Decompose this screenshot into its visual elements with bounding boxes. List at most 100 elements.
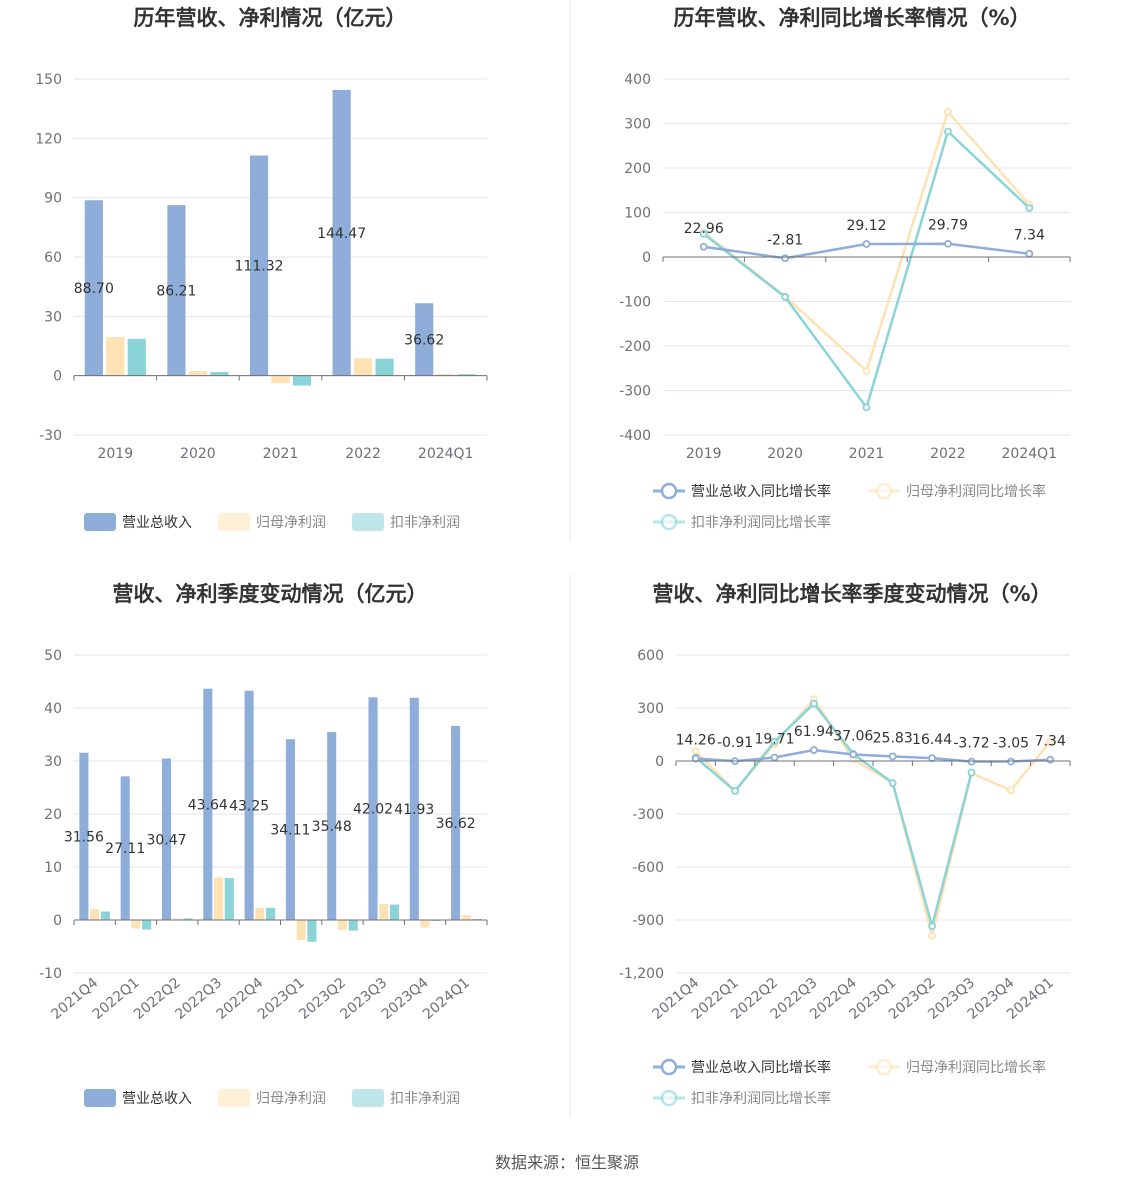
- bar-revenue[interactable]: [120, 776, 130, 920]
- bar-revenue[interactable]: [368, 697, 378, 920]
- bar-parent-profit[interactable]: [436, 373, 455, 376]
- legend-item[interactable]: 营业总收入同比增长率: [653, 482, 831, 500]
- line-point[interactable]: [862, 240, 871, 248]
- bar-revenue[interactable]: [285, 739, 295, 920]
- bar-revenue[interactable]: [249, 155, 269, 376]
- line-point[interactable]: [770, 753, 779, 762]
- line-point[interactable]: [1046, 755, 1055, 764]
- bar-parent-profit[interactable]: [255, 907, 265, 920]
- line-point[interactable]: [862, 367, 871, 375]
- y-tick-label: 0: [655, 754, 664, 770]
- legend-item[interactable]: 营业总收入同比增长率: [653, 1058, 831, 1076]
- bar-revenue[interactable]: [327, 731, 337, 920]
- bar-parent-profit[interactable]: [188, 371, 207, 376]
- line-point[interactable]: [810, 699, 818, 708]
- bar-parent-profit[interactable]: [461, 915, 471, 920]
- bar-parent-profit[interactable]: [131, 920, 141, 929]
- bar-deducted-profit[interactable]: [127, 338, 146, 376]
- y-tick-label: -900: [632, 913, 664, 929]
- line-point[interactable]: [699, 229, 708, 238]
- bar-deducted-profit[interactable]: [224, 878, 234, 920]
- legend-item[interactable]: 归母净利润同比增长率: [868, 1058, 1046, 1076]
- bar-deducted-profit[interactable]: [100, 911, 110, 920]
- bar-revenue[interactable]: [332, 89, 351, 376]
- legend-item[interactable]: 扣非净利润: [352, 1089, 460, 1107]
- bar-deducted-profit[interactable]: [292, 375, 312, 386]
- bar-deducted-profit[interactable]: [472, 918, 482, 920]
- bar-deducted-profit[interactable]: [458, 374, 477, 376]
- bar-deducted-profit[interactable]: [210, 371, 229, 376]
- legend-item[interactable]: 归母净利润: [218, 513, 326, 531]
- legend-item[interactable]: 归母净利润: [218, 1089, 326, 1107]
- bar-revenue[interactable]: [244, 690, 254, 920]
- bar-deducted-profit[interactable]: [431, 920, 441, 922]
- bar-revenue[interactable]: [84, 200, 103, 376]
- bar-revenue[interactable]: [167, 205, 186, 376]
- annual-line-chart: 历年营收、净利同比增长率情况（%） -400 -300 -200 -100 0 100 20…: [619, 6, 1071, 531]
- bar-parent-profit[interactable]: [214, 877, 224, 920]
- bar-deducted-profit[interactable]: [266, 907, 276, 920]
- bar-revenue[interactable]: [415, 303, 434, 376]
- legend-item[interactable]: 营业总收入: [84, 513, 192, 531]
- legend-item[interactable]: 扣非净利润同比增长率: [653, 513, 831, 531]
- data-label: -3.72: [953, 736, 989, 752]
- quarterly-line-gridlines: [676, 654, 1070, 974]
- line-point[interactable]: [1025, 249, 1034, 258]
- line-point[interactable]: [691, 747, 700, 756]
- annual-bar-legend[interactable]: 营业总收入 归母净利润 扣非净利润: [84, 513, 460, 531]
- bar-deducted-profit[interactable]: [307, 920, 317, 942]
- quarterly-bar-legend[interactable]: 营业总收入 归母净利润 扣非净利润: [84, 1089, 460, 1107]
- line-point[interactable]: [888, 779, 897, 787]
- line-point[interactable]: [731, 787, 739, 795]
- bar-parent-profit[interactable]: [296, 920, 306, 941]
- line-point[interactable]: [862, 403, 871, 412]
- line-point[interactable]: [888, 752, 897, 761]
- line-point[interactable]: [967, 757, 976, 766]
- line-point[interactable]: [1007, 786, 1015, 795]
- line-point[interactable]: [810, 746, 818, 754]
- line-point[interactable]: [928, 922, 936, 931]
- bar-deducted-profit[interactable]: [183, 918, 193, 920]
- bar-parent-profit[interactable]: [420, 920, 430, 928]
- bar-parent-profit[interactable]: [106, 337, 125, 376]
- bar-deducted-profit[interactable]: [142, 920, 152, 930]
- line-point[interactable]: [944, 127, 952, 136]
- line-point[interactable]: [770, 737, 779, 746]
- bar-parent-profit[interactable]: [354, 358, 373, 376]
- legend-item[interactable]: 营业总收入: [84, 1089, 192, 1107]
- line-point[interactable]: [944, 239, 952, 248]
- bar-revenue[interactable]: [161, 758, 172, 920]
- line-point[interactable]: [699, 242, 708, 251]
- line-point[interactable]: [781, 293, 789, 301]
- line-revenue-growth: [695, 748, 1051, 763]
- bar-deducted-profit[interactable]: [348, 920, 358, 931]
- bar-parent-profit[interactable]: [271, 375, 290, 384]
- bar-revenue[interactable]: [203, 688, 213, 920]
- bar-revenue[interactable]: [79, 752, 89, 920]
- bar-parent-profit[interactable]: [337, 920, 347, 931]
- bar-revenue[interactable]: [409, 697, 419, 920]
- y-tick-label: -10: [39, 966, 62, 982]
- line-point[interactable]: [967, 768, 976, 777]
- bar-parent-profit[interactable]: [90, 908, 100, 920]
- bar-deducted-profit[interactable]: [389, 904, 400, 920]
- line-point[interactable]: [849, 750, 858, 759]
- bar-deducted-profit[interactable]: [375, 358, 394, 376]
- bar-revenue[interactable]: [451, 725, 461, 920]
- line-point[interactable]: [1025, 204, 1034, 212]
- legend-label: 扣非净利润同比增长率: [691, 514, 831, 531]
- legend-item[interactable]: 扣非净利润: [352, 513, 460, 531]
- line-point[interactable]: [928, 754, 936, 762]
- data-label: 41.93: [394, 802, 434, 818]
- line-point[interactable]: [928, 932, 936, 940]
- line-point[interactable]: [781, 254, 789, 263]
- legend-item[interactable]: 归母净利润同比增长率: [868, 482, 1046, 500]
- line-point[interactable]: [1046, 737, 1055, 746]
- line-point[interactable]: [1007, 757, 1015, 766]
- line-point[interactable]: [944, 108, 952, 116]
- legend-item[interactable]: 扣非净利润同比增长率: [653, 1089, 831, 1107]
- bar-parent-profit[interactable]: [172, 918, 182, 920]
- bar-parent-profit[interactable]: [379, 904, 389, 920]
